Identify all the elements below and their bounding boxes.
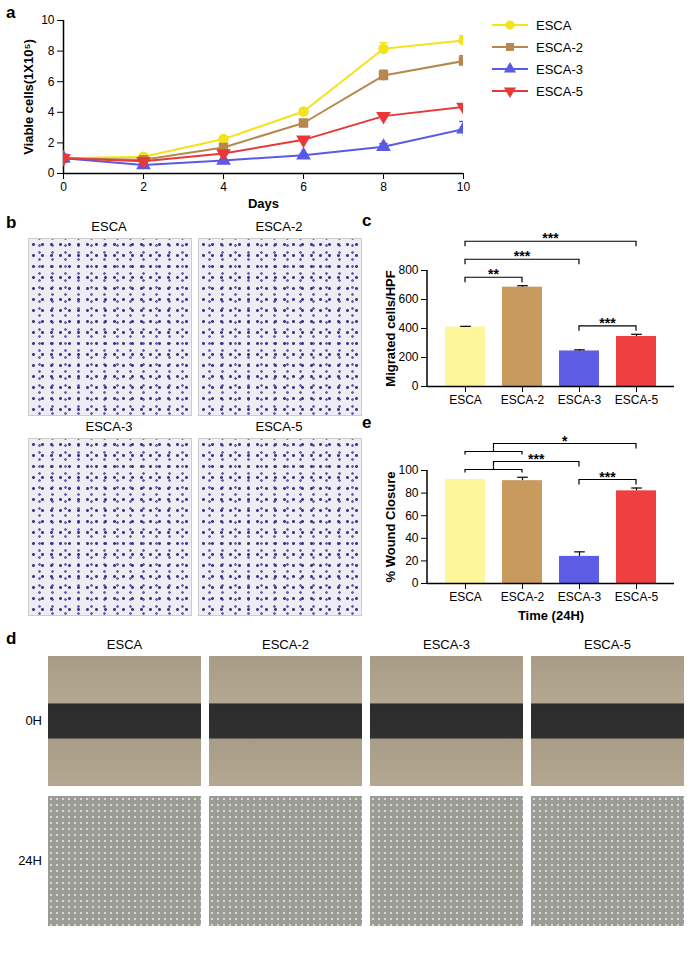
svg-text:6: 6	[48, 75, 55, 89]
html-text:ESCA: ESCA	[106, 637, 143, 652]
svg-text:0: 0	[60, 180, 67, 194]
svg-text:Time (24H): Time (24H)	[518, 608, 584, 623]
html-text:d: d	[6, 629, 17, 648]
svg-text:8: 8	[48, 44, 55, 58]
svg-text:800: 800	[398, 263, 418, 277]
html-text:ESCA-5: ESCA-5	[255, 419, 303, 434]
html-text:ESCA: ESCA	[91, 219, 127, 234]
svg-text:Days: Days	[248, 196, 279, 211]
svg-text:*: *	[562, 433, 568, 449]
svg-text:0: 0	[412, 576, 419, 590]
html-text:b: b	[6, 213, 17, 232]
svg-text:0: 0	[412, 379, 419, 393]
svg-text:Migrated cells/HPF: Migrated cells/HPF	[383, 270, 398, 386]
html-text:0H: 0H	[25, 713, 42, 728]
svg-text:2: 2	[140, 180, 147, 194]
svg-text:10: 10	[41, 13, 55, 27]
svg-text:***: ***	[599, 315, 616, 331]
svg-text:10: 10	[457, 180, 471, 194]
svg-text:**: **	[488, 266, 499, 282]
svg-text:ESCA-2: ESCA-2	[501, 393, 545, 407]
html-text:ESCA-3: ESCA-3	[423, 637, 470, 652]
svg-text:4: 4	[220, 180, 227, 194]
svg-text:400: 400	[398, 321, 418, 335]
svg-text:60: 60	[405, 509, 419, 523]
svg-text:2: 2	[48, 136, 55, 150]
svg-text:ESCA-3: ESCA-3	[558, 393, 602, 407]
svg-text:ESCA-5: ESCA-5	[615, 393, 659, 407]
html-text:e: e	[362, 413, 372, 432]
svg-text:4: 4	[48, 105, 55, 119]
svg-text:ESCA-5: ESCA-5	[615, 590, 659, 604]
svg-text:% Wound Closure: % Wound Closure	[383, 472, 398, 583]
html-text:ESCA: ESCA	[536, 17, 572, 33]
html-text:c: c	[362, 211, 372, 230]
svg-text:6: 6	[300, 180, 307, 194]
html-text:a: a	[6, 3, 16, 22]
svg-text:100: 100	[398, 463, 418, 477]
svg-text:ESCA: ESCA	[449, 590, 482, 604]
svg-text:ESCA-3: ESCA-3	[558, 590, 602, 604]
svg-text:Viable cells(1X10⁵): Viable cells(1X10⁵)	[21, 39, 36, 155]
svg-text:***: ***	[542, 230, 559, 246]
svg-text:0: 0	[48, 166, 55, 180]
html-text:24H: 24H	[18, 853, 42, 868]
html-text:ESCA-3: ESCA-3	[536, 61, 583, 77]
html-text:ESCA-2: ESCA-2	[255, 219, 303, 234]
html-text:ESCA-5: ESCA-5	[536, 83, 583, 99]
html-text:ESCA-2: ESCA-2	[262, 637, 309, 652]
svg-text:***: ***	[599, 469, 616, 485]
svg-text:8: 8	[380, 180, 387, 194]
html-text:ESCA-5: ESCA-5	[584, 637, 631, 652]
svg-text:ESCA: ESCA	[449, 393, 482, 407]
html-text:ESCA-3: ESCA-3	[85, 419, 133, 434]
svg-text:ESCA-2: ESCA-2	[501, 590, 545, 604]
svg-text:200: 200	[398, 350, 418, 364]
svg-text:40: 40	[405, 531, 419, 545]
svg-text:600: 600	[398, 292, 418, 306]
svg-text:***: ***	[528, 451, 545, 467]
svg-text:80: 80	[405, 486, 419, 500]
html-text:ESCA-2: ESCA-2	[536, 39, 583, 55]
svg-text:***: ***	[514, 248, 531, 264]
svg-text:20: 20	[405, 554, 419, 568]
